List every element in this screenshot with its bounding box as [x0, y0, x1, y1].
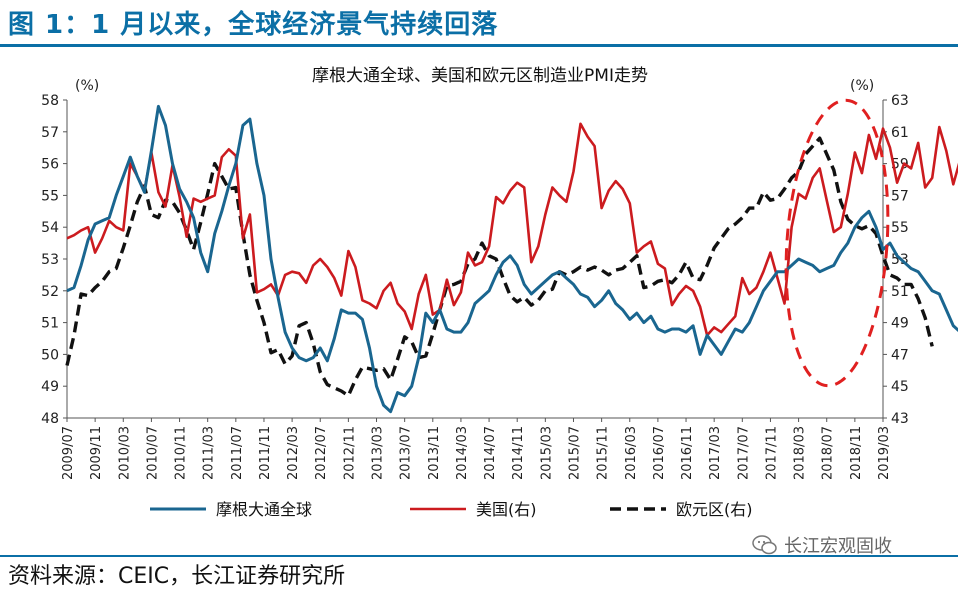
right-axis-unit: (%): [850, 78, 874, 94]
watermark: 长江宏观固收: [752, 532, 892, 558]
x-tick-label: 2013/07: [399, 426, 414, 480]
x-tick-label: 2010/07: [145, 426, 160, 480]
series-line-global: [66, 104, 958, 414]
source-note: 资料来源：CEIC，长江证券研究所: [8, 564, 346, 589]
wechat-icon: [752, 535, 777, 555]
x-tick-label: 2018/07: [821, 426, 836, 480]
x-tick-label: 2018/11: [849, 426, 864, 480]
legend-us-label: 美国(右): [476, 500, 537, 519]
left-tick-label: 56: [41, 157, 59, 173]
x-tick-label: 2014/03: [455, 426, 470, 480]
x-tick-label: 2017/11: [764, 426, 779, 480]
x-tick-label: 2009/07: [61, 426, 76, 480]
x-tick-label: 2019/03: [877, 426, 892, 480]
right-tick-label: 61: [891, 125, 909, 141]
source-rule: [0, 555, 958, 557]
watermark-text: 长江宏观固收: [784, 536, 892, 557]
right-tick-label: 43: [891, 411, 909, 427]
x-tick-label: 2011/03: [202, 426, 217, 480]
x-tick-label: 2015/03: [539, 426, 554, 480]
figure-title: 图 1：1 月以来，全球经济景气持续回落: [8, 10, 499, 40]
x-tick-label: 2015/11: [596, 426, 611, 480]
x-tick-label: 2009/11: [89, 426, 104, 480]
x-tick-label: 2012/11: [342, 426, 357, 480]
x-tick-label: 2017/03: [708, 426, 723, 480]
legend-global-label: 摩根大通全球: [216, 500, 312, 519]
left-tick-label: 49: [41, 379, 59, 395]
highlight-ellipse: [784, 98, 890, 388]
x-tick-label: 2011/07: [230, 426, 245, 480]
left-tick-label: 50: [41, 347, 59, 363]
right-tick-label: 55: [891, 220, 909, 236]
left-tick-label: 52: [41, 284, 59, 300]
right-tick-label: 51: [891, 284, 909, 300]
x-tick-label: 2012/07: [314, 426, 329, 480]
x-tick-label: 2016/03: [624, 426, 639, 480]
left-tick-label: 57: [41, 125, 59, 141]
left-tick-label: 55: [41, 188, 59, 204]
left-tick-label: 53: [41, 252, 59, 268]
legend: 摩根大通全球 美国(右) 欧元区(右): [150, 500, 753, 519]
right-tick-label: 63: [891, 93, 909, 109]
x-tick-label: 2010/11: [174, 426, 189, 480]
legend-euro-label: 欧元区(右): [676, 500, 753, 519]
x-tick-label: 2016/11: [680, 426, 695, 480]
x-tick-label: 2016/07: [652, 426, 667, 480]
left-tick-label: 48: [41, 411, 59, 427]
right-tick-label: 57: [891, 188, 909, 204]
chart-title: 摩根大通全球、美国和欧元区制造业PMI走势: [312, 66, 648, 86]
x-tick-label: 2013/11: [427, 426, 442, 480]
left-tick-label: 58: [41, 93, 59, 109]
right-tick-label: 45: [891, 379, 909, 395]
x-tick-label: 2018/03: [793, 426, 808, 480]
left-axis-unit: (%): [75, 78, 99, 94]
right-tick-label: 47: [891, 347, 909, 363]
x-tick-label: 2014/07: [483, 426, 498, 480]
x-tick-label: 2014/11: [511, 426, 526, 480]
plot-area: [65, 104, 958, 414]
x-tick-label: 2015/07: [567, 426, 582, 480]
x-tick-label: 2017/07: [736, 426, 751, 480]
x-tick-label: 2013/03: [371, 426, 386, 480]
axes: 4849505152535455565758434547495153555759…: [41, 93, 909, 480]
x-tick-label: 2012/03: [286, 426, 301, 480]
x-tick-label: 2011/11: [258, 426, 273, 480]
left-tick-label: 54: [41, 220, 59, 236]
x-tick-label: 2010/03: [117, 426, 132, 480]
pmi-line-chart: 摩根大通全球、美国和欧元区制造业PMI走势 (%) (%) 48 49 50 51 52…: [41, 66, 958, 519]
series-line-us: [66, 122, 958, 337]
title-rule: [0, 44, 958, 47]
left-tick-label: 51: [41, 316, 59, 332]
right-tick-label: 49: [891, 316, 909, 332]
